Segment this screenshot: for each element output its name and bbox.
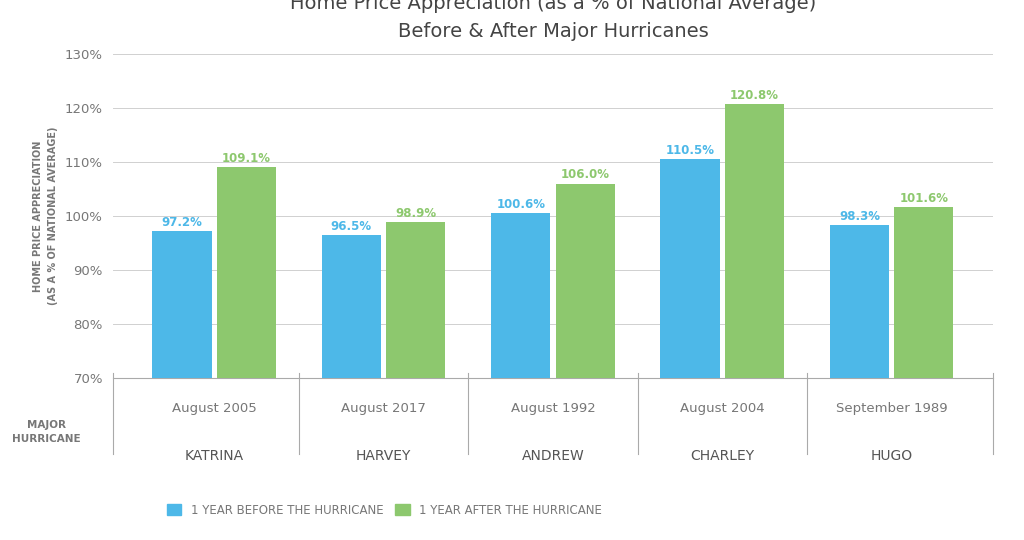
Legend: 1 YEAR BEFORE THE HURRICANE, 1 YEAR AFTER THE HURRICANE: 1 YEAR BEFORE THE HURRICANE, 1 YEAR AFTE… — [163, 499, 606, 522]
Text: 120.8%: 120.8% — [730, 89, 779, 102]
Text: ANDREW: ANDREW — [521, 449, 585, 463]
Bar — [555, 184, 614, 540]
Text: 106.0%: 106.0% — [560, 168, 609, 181]
Text: 97.2%: 97.2% — [162, 216, 203, 229]
Text: HARVEY: HARVEY — [356, 449, 412, 463]
Text: 110.5%: 110.5% — [666, 144, 715, 157]
Bar — [894, 207, 953, 540]
Bar — [322, 235, 381, 540]
Text: 98.3%: 98.3% — [839, 210, 880, 223]
Text: CHARLEY: CHARLEY — [690, 449, 755, 463]
Text: August 2005: August 2005 — [172, 402, 257, 415]
Bar — [725, 104, 784, 540]
Bar — [829, 225, 889, 540]
Text: HUGO: HUGO — [870, 449, 912, 463]
Bar — [386, 222, 445, 540]
Text: 109.1%: 109.1% — [222, 152, 271, 165]
Text: KATRINA: KATRINA — [184, 449, 244, 463]
Text: August 2004: August 2004 — [680, 402, 765, 415]
Text: MAJOR
HURRICANE: MAJOR HURRICANE — [12, 420, 81, 444]
Text: August 1992: August 1992 — [511, 402, 595, 415]
Y-axis label: HOME PRICE APPRECIATION
(AS A % OF NATIONAL AVERAGE): HOME PRICE APPRECIATION (AS A % OF NATIO… — [33, 127, 58, 305]
Text: 101.6%: 101.6% — [899, 192, 948, 205]
Bar — [217, 167, 276, 540]
Text: August 2017: August 2017 — [341, 402, 426, 415]
Title: Home Price Appreciation (as a % of National Average)
Before & After Major Hurric: Home Price Appreciation (as a % of Natio… — [290, 0, 816, 42]
Text: September 1989: September 1989 — [836, 402, 947, 415]
Text: 96.5%: 96.5% — [331, 220, 372, 233]
Bar — [492, 213, 551, 540]
Bar — [660, 159, 720, 540]
Text: 98.9%: 98.9% — [395, 207, 436, 220]
Bar — [153, 231, 212, 540]
Text: 100.6%: 100.6% — [497, 198, 546, 211]
